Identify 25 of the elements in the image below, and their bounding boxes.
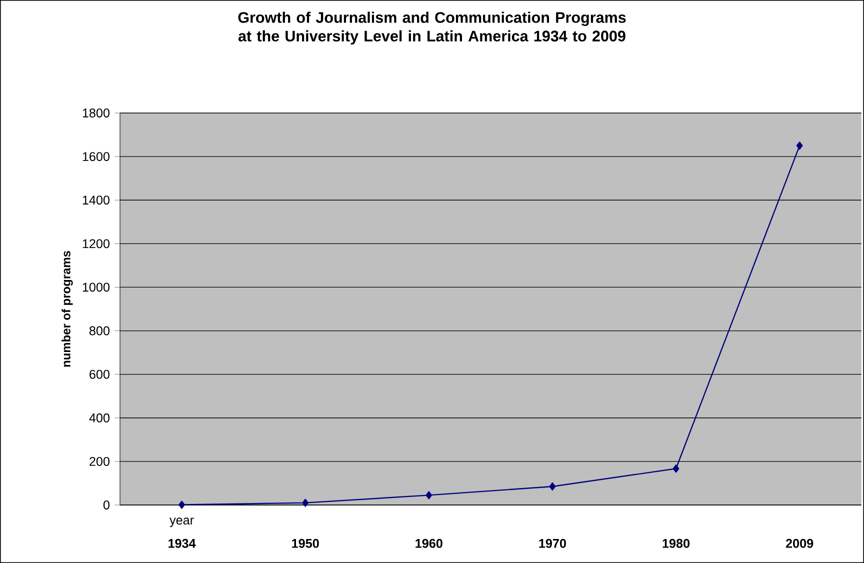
y-tick-label: 1800 [82,108,110,118]
x-tick-label: 1960 [416,538,442,548]
y-tick-label: 1400 [82,196,110,205]
y-tick-label: 1000 [82,282,110,292]
x-tick-label: 1970 [539,538,566,548]
y-tick-label: 800 [89,326,110,336]
point [672,464,680,473]
y-tick-label: 400 [89,413,110,422]
y-tick-label: 0 [103,500,110,510]
point [178,500,185,509]
y-tick-label: 1600 [82,152,110,162]
x-tick-label: 2009 [786,538,814,548]
y-axis-title: number of programs [62,251,73,367]
y-tick-label: 200 [90,456,110,466]
point [426,491,432,500]
x-axis-title: year [170,518,194,528]
y-tick-label: 600 [90,370,110,379]
x-tick-label: 1950 [292,538,319,548]
y-tick-label: 1200 [82,239,110,248]
point [302,498,309,507]
chart-title: Growth of Journalism and Communication Programs at the University Level in Latin America 1934 to 2009 [238,12,626,45]
x-tick-label: 1980 [662,538,690,548]
point [549,482,556,491]
point [796,142,803,150]
x-tick-label: 1934 [168,538,196,548]
